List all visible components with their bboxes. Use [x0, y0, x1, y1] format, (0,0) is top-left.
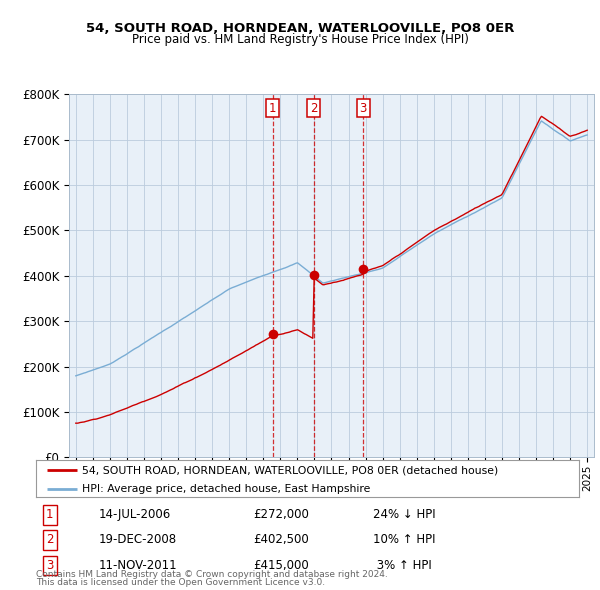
- Text: 10% ↑ HPI: 10% ↑ HPI: [373, 533, 435, 546]
- Text: 54, SOUTH ROAD, HORNDEAN, WATERLOOVILLE, PO8 0ER (detached house): 54, SOUTH ROAD, HORNDEAN, WATERLOOVILLE,…: [82, 465, 499, 475]
- Text: 2: 2: [46, 533, 53, 546]
- Text: This data is licensed under the Open Government Licence v3.0.: This data is licensed under the Open Gov…: [36, 578, 325, 587]
- Text: £272,000: £272,000: [253, 509, 309, 522]
- Text: 3% ↑ HPI: 3% ↑ HPI: [373, 559, 431, 572]
- Text: 1: 1: [46, 509, 53, 522]
- Text: 1: 1: [269, 101, 276, 114]
- Text: 2: 2: [310, 101, 317, 114]
- Text: HPI: Average price, detached house, East Hampshire: HPI: Average price, detached house, East…: [82, 484, 371, 494]
- Text: 3: 3: [359, 101, 367, 114]
- Text: Price paid vs. HM Land Registry's House Price Index (HPI): Price paid vs. HM Land Registry's House …: [131, 33, 469, 46]
- Text: Contains HM Land Registry data © Crown copyright and database right 2024.: Contains HM Land Registry data © Crown c…: [36, 571, 388, 579]
- Text: 14-JUL-2006: 14-JUL-2006: [98, 509, 170, 522]
- Text: 11-NOV-2011: 11-NOV-2011: [98, 559, 177, 572]
- Text: 54, SOUTH ROAD, HORNDEAN, WATERLOOVILLE, PO8 0ER: 54, SOUTH ROAD, HORNDEAN, WATERLOOVILLE,…: [86, 22, 514, 35]
- Text: £415,000: £415,000: [253, 559, 309, 572]
- Text: £402,500: £402,500: [253, 533, 309, 546]
- Text: 24% ↓ HPI: 24% ↓ HPI: [373, 509, 435, 522]
- Text: 3: 3: [46, 559, 53, 572]
- Text: 19-DEC-2008: 19-DEC-2008: [98, 533, 176, 546]
